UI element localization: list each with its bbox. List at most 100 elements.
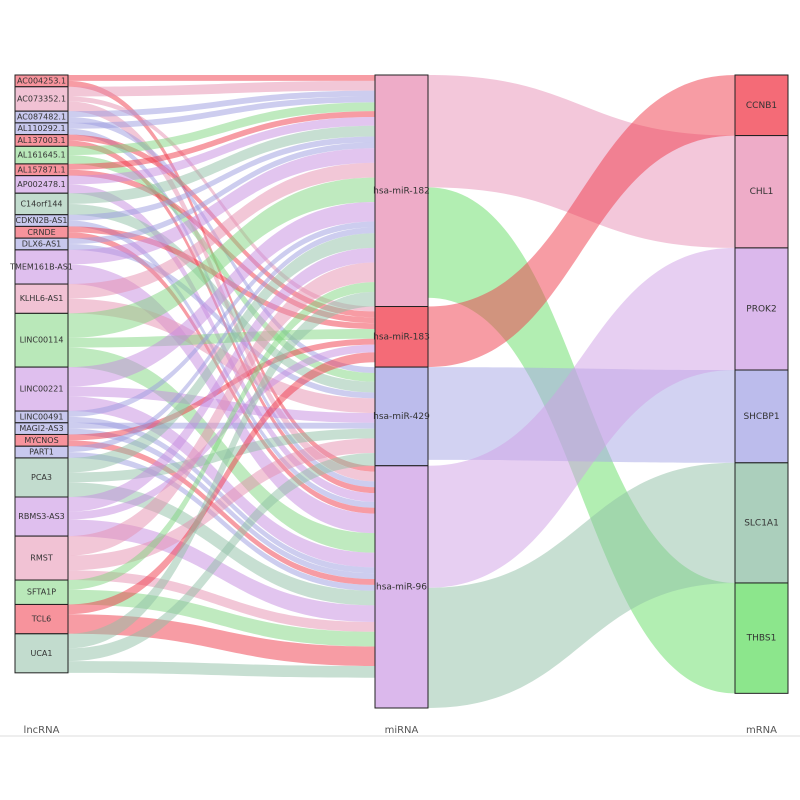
node-label: KLHL6-AS1 bbox=[20, 294, 64, 303]
node bbox=[374, 366, 429, 467]
node-label: RBMS3-AS3 bbox=[18, 512, 64, 521]
link bbox=[68, 136, 375, 221]
link bbox=[68, 128, 375, 488]
node-label: SHCBP1 bbox=[743, 412, 779, 422]
link bbox=[68, 416, 375, 574]
node-label: C14orf144 bbox=[20, 199, 62, 208]
node bbox=[14, 633, 69, 674]
link bbox=[68, 482, 375, 606]
node-label: AL137003.1 bbox=[17, 136, 65, 145]
node-label: TCL6 bbox=[31, 615, 52, 624]
link bbox=[68, 102, 375, 156]
node bbox=[734, 582, 789, 694]
node-label: PART1 bbox=[29, 448, 54, 457]
link bbox=[68, 262, 375, 556]
link bbox=[68, 80, 375, 97]
link bbox=[68, 247, 375, 512]
link bbox=[68, 453, 375, 662]
node-label: RMST bbox=[30, 554, 53, 563]
link bbox=[428, 75, 735, 368]
links bbox=[68, 75, 735, 708]
link bbox=[428, 247, 735, 588]
node-label: AL161645.1 bbox=[17, 151, 65, 160]
link bbox=[68, 96, 375, 129]
node-label: AL110292.1 bbox=[17, 124, 65, 133]
link bbox=[68, 352, 375, 615]
link bbox=[428, 75, 735, 248]
node-label: LINC00114 bbox=[20, 336, 64, 345]
link bbox=[68, 282, 375, 590]
node-label: PROK2 bbox=[746, 304, 776, 314]
node-label: AP002478.1 bbox=[17, 180, 65, 189]
node bbox=[374, 74, 429, 308]
link bbox=[68, 142, 375, 244]
link bbox=[68, 438, 375, 571]
node-label: TMEM161B-AS1 bbox=[9, 262, 73, 271]
node bbox=[14, 86, 69, 112]
link bbox=[68, 227, 375, 453]
node-label: LINC00221 bbox=[20, 385, 64, 394]
link bbox=[68, 148, 375, 265]
node bbox=[14, 457, 69, 498]
node-label: CCNB1 bbox=[746, 101, 777, 111]
node-label: SLC1A1 bbox=[744, 518, 779, 528]
link bbox=[68, 90, 375, 118]
node-label: SFTA1P bbox=[27, 588, 56, 597]
node-label: AC004253.1 bbox=[17, 76, 66, 85]
node bbox=[14, 366, 69, 412]
link bbox=[68, 220, 375, 508]
node bbox=[14, 312, 69, 368]
link bbox=[68, 221, 375, 417]
link bbox=[68, 661, 375, 678]
node-label: CDKN2B-AS1 bbox=[16, 216, 68, 225]
node-label: hsa-miR-182 bbox=[373, 186, 430, 196]
node bbox=[734, 135, 789, 249]
link bbox=[68, 570, 375, 632]
node bbox=[14, 535, 69, 581]
node-label: DLX6-AS1 bbox=[22, 239, 62, 248]
node bbox=[14, 283, 69, 314]
node-label: MYCNOS bbox=[24, 436, 58, 445]
node-label: LINC00491 bbox=[20, 412, 64, 421]
node bbox=[734, 247, 789, 371]
node bbox=[374, 465, 429, 709]
link bbox=[68, 111, 375, 170]
link bbox=[68, 177, 375, 338]
node-label: AL157871.1 bbox=[17, 165, 65, 174]
node-label: AC087482.1 bbox=[17, 113, 66, 122]
link bbox=[68, 452, 375, 591]
node-label: THBS1 bbox=[746, 634, 777, 644]
link bbox=[68, 422, 375, 429]
node-label: UCA1 bbox=[30, 649, 52, 658]
nodes: AC004253.1 AC073352.1 AC087482.1 AL110292.1… bbox=[9, 74, 789, 709]
link bbox=[428, 462, 735, 708]
node-label: CRNDE bbox=[27, 228, 55, 237]
link bbox=[68, 347, 375, 553]
link bbox=[68, 338, 375, 441]
link bbox=[68, 428, 375, 483]
link bbox=[68, 440, 375, 585]
link bbox=[68, 264, 375, 534]
node-label: AC073352.1 bbox=[17, 94, 66, 103]
node-label: CHL1 bbox=[750, 187, 774, 197]
node-label: MAGI2-AS3 bbox=[19, 424, 63, 433]
node-label: hsa-miR-96 bbox=[376, 582, 427, 592]
node bbox=[14, 496, 69, 537]
link bbox=[68, 117, 375, 185]
link bbox=[68, 162, 375, 299]
link bbox=[68, 291, 375, 649]
node-label: PCA3 bbox=[31, 473, 52, 482]
node bbox=[14, 603, 69, 635]
link bbox=[68, 226, 375, 329]
link bbox=[68, 233, 375, 473]
node bbox=[374, 306, 429, 368]
link bbox=[68, 125, 375, 204]
node-label: hsa-miR-183 bbox=[373, 332, 430, 342]
axis-label: mRNA bbox=[746, 725, 777, 736]
node-label: hsa-miR-429 bbox=[373, 412, 430, 422]
axis-label: miRNA bbox=[385, 725, 419, 736]
node bbox=[734, 74, 789, 137]
link bbox=[68, 75, 375, 81]
link bbox=[68, 201, 375, 387]
